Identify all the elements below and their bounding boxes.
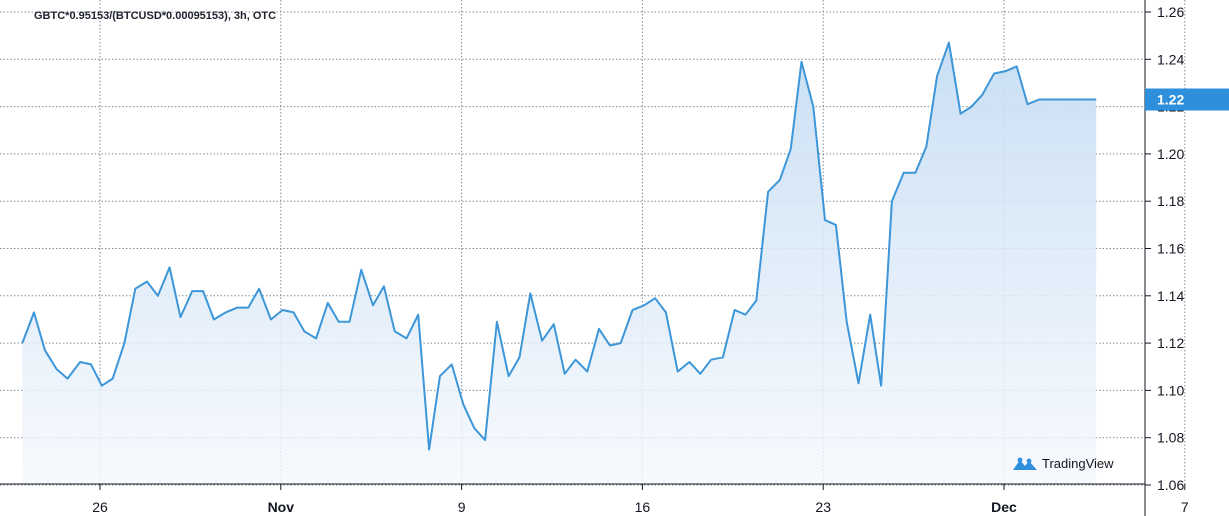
x-tick-label: 16 — [635, 499, 651, 515]
tradingview-watermark[interactable]: TradingView — [1012, 456, 1114, 471]
last-price-badge — [1145, 88, 1229, 111]
last-price-label: 1.22 — [1157, 92, 1184, 108]
y-tick-label: 1.20 — [1157, 146, 1184, 162]
y-tick-label: 1.26 — [1157, 4, 1184, 20]
y-tick-label: 1.24 — [1157, 51, 1184, 67]
y-tick-label: 1.18 — [1157, 193, 1184, 209]
chart-title: GBTC*0.95153/(BTCUSD*0.00095153), 3h, OT… — [34, 10, 277, 22]
x-tick-label: Nov — [268, 499, 295, 515]
y-tick-label: 1.08 — [1157, 430, 1184, 446]
series-line[interactable] — [21, 41, 1097, 451]
y-tick-label: 1.06 — [1157, 477, 1184, 493]
y-tick-label: 1.16 — [1157, 241, 1184, 257]
tradingview-logo-icon — [1013, 457, 1037, 470]
series-area — [22, 42, 1097, 484]
y-tick-label: 1.14 — [1157, 288, 1184, 304]
x-tick-label: 23 — [815, 499, 831, 515]
y-tick-label: 1.10 — [1157, 382, 1184, 398]
y-tick-label: 1.12 — [1157, 335, 1184, 351]
tradingview-label: TradingView — [1042, 456, 1114, 471]
x-tick-label: Dec — [991, 499, 1017, 515]
x-tick-label: 9 — [458, 499, 466, 515]
x-tick-label: 26 — [92, 499, 108, 515]
x-tick-label: 7 — [1181, 499, 1189, 515]
